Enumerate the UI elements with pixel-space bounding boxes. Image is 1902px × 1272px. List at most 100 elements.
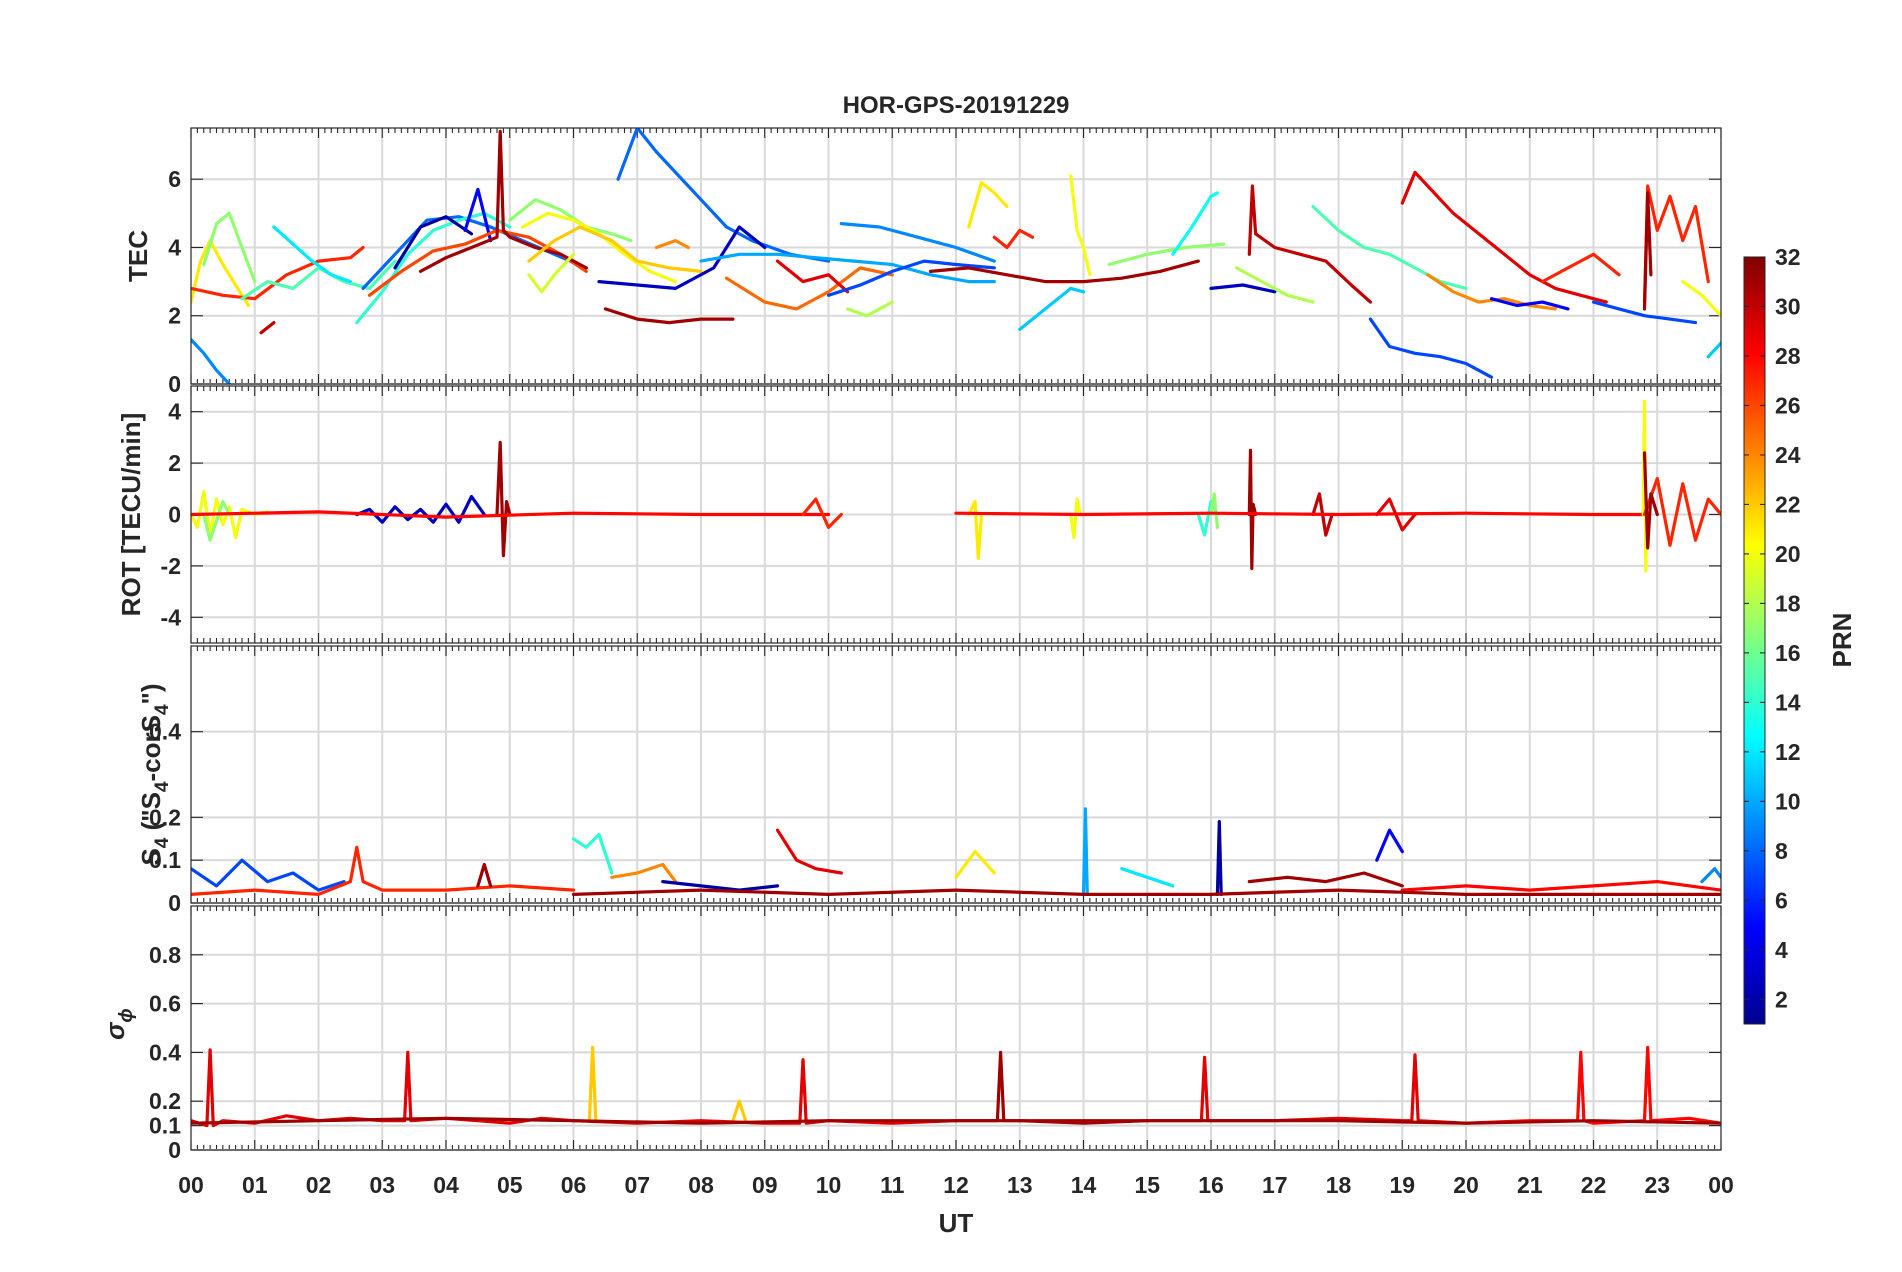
x-tick-label: 16: [1198, 1172, 1224, 1198]
y-tick-label: 4: [168, 234, 181, 260]
y-tick-label: 0.1: [149, 847, 181, 873]
series-line-prn-31: [495, 440, 512, 558]
series-line-prn-28: [1400, 879, 1721, 892]
x-tick-label: 05: [497, 1172, 523, 1198]
x-tick-label: 09: [752, 1172, 778, 1198]
y-axis-label: TEC: [123, 230, 153, 282]
x-tick-label: 22: [1581, 1172, 1607, 1198]
x-tick-label: 06: [561, 1172, 587, 1198]
series-line-prn-12: [272, 225, 352, 284]
x-tick-label: 08: [688, 1172, 714, 1198]
series-line-prn-3: [1209, 283, 1277, 294]
series-line-prn-27: [992, 228, 1035, 250]
x-tick-label: 19: [1389, 1172, 1415, 1198]
x-tick-label: 02: [306, 1172, 332, 1198]
series-line-prn-10: [699, 252, 996, 284]
x-tick-label: 12: [943, 1172, 969, 1198]
y-axis-label: ROT [TECU/min]: [116, 413, 146, 617]
x-tick-label: 03: [369, 1172, 395, 1198]
colorbar-tick-label: 16: [1775, 640, 1801, 666]
colorbar-tick-label: 8: [1775, 838, 1788, 864]
x-tick-label: 00: [178, 1172, 204, 1198]
series-line-prn-27: [1642, 476, 1721, 547]
y-tick-label: 4: [168, 399, 181, 425]
colorbar-ramp: [1743, 256, 1766, 1025]
y-axis-label: S4 ("S4-corS4"): [136, 683, 173, 865]
x-axis-label: UT: [939, 1208, 974, 1238]
colorbar-tick-label: 20: [1775, 541, 1801, 567]
series-line-prn-29: [1375, 497, 1417, 532]
y-tick-label: 0.6: [149, 991, 181, 1017]
series-line-prn-21: [967, 500, 984, 560]
y-tick-label: 0.2: [149, 804, 181, 830]
series-line-prn-7: [826, 259, 996, 297]
x-tick-label: 04: [433, 1172, 459, 1198]
series-line-prn-24: [1426, 273, 1557, 311]
series-line-prn-14: [571, 832, 614, 875]
series-line-prn-31: [1642, 191, 1653, 311]
x-tick-label: 18: [1326, 1172, 1352, 1198]
series-line-prn-29: [775, 259, 850, 294]
series-group: [191, 128, 1721, 384]
series-line-prn-27: [191, 245, 365, 301]
series-line-prn-27: [1540, 252, 1621, 284]
series-line-prn-8: [616, 128, 831, 263]
y-tick-label: 2: [168, 303, 181, 329]
series-line-prn-24: [654, 239, 690, 250]
y-axis-label-part: 4: [152, 837, 173, 848]
series-line-prn-5: [463, 187, 493, 243]
y-tick-label: 0: [168, 371, 181, 397]
series-line-prn-31: [191, 1116, 1721, 1125]
series-line-prn-2: [661, 879, 780, 892]
panel-3: 0 0.1 0.2 0.4S4 ("S4-corS4"): [136, 645, 1722, 916]
colorbar-tick-label: 24: [1775, 442, 1801, 468]
series-line-prn-22: [527, 225, 703, 273]
series-line-prn-20: [1069, 497, 1082, 540]
series-group: [191, 399, 1721, 573]
series-line-prn-27: [801, 497, 843, 530]
colorbar-tick-label: 14: [1775, 689, 1801, 715]
colorbar-tick-label: 6: [1775, 887, 1788, 913]
y-axis-label-part: -corS: [136, 715, 166, 781]
y-tick-label: 0.2: [149, 1088, 181, 1114]
colorbar-tick-label: 12: [1775, 739, 1801, 765]
series-line-prn-29: [1145, 1053, 1468, 1125]
colorbar-tick-label: 2: [1775, 986, 1788, 1012]
series-group: [191, 807, 1721, 897]
series-line-prn-28: [954, 511, 1647, 517]
x-tick-label: 11: [880, 1172, 905, 1198]
series-line-prn-11: [1018, 286, 1086, 331]
series-line-prn-7: [1591, 300, 1698, 325]
y-tick-label: 0.4: [149, 1039, 181, 1065]
series-line-prn-27: [191, 845, 576, 897]
series-line-prn-31: [418, 129, 588, 273]
y-tick-label: 0.8: [149, 942, 181, 968]
panel-2: -4 -2 0 2 4 ROT [TECU/min]: [116, 385, 1722, 644]
series-line-prn-17: [508, 198, 633, 243]
y-tick-label: -4: [161, 604, 182, 630]
chart-title: HOR-GPS-20191229: [843, 92, 1070, 119]
series-line-prn-31: [476, 862, 493, 888]
x-tick-label: 15: [1134, 1172, 1160, 1198]
series-line-prn-28: [191, 510, 831, 519]
series-line-prn-29: [775, 828, 843, 875]
x-tick-label: 01: [242, 1172, 268, 1198]
colorbar-tick-label: 10: [1775, 788, 1801, 814]
series-line-prn-5: [1489, 297, 1570, 311]
series-line-prn-17: [202, 211, 257, 284]
axes-frame: [190, 385, 1722, 644]
series-line-prn-31: [603, 307, 735, 325]
x-tick-label: 17: [1262, 1172, 1288, 1198]
y-axis-label-part: ϕ: [116, 1008, 137, 1022]
y-tick-label: 0: [168, 890, 181, 916]
y-tick-label: 0: [168, 1137, 181, 1163]
y-tick-label: 0.4: [149, 719, 181, 745]
y-axis-label-part: 4: [152, 704, 173, 715]
y-axis-label-part: "): [136, 683, 166, 704]
axes-frame: [190, 645, 1722, 904]
series-line-prn-22: [587, 1045, 598, 1123]
series-line-prn-22: [731, 1099, 748, 1123]
series-line-prn-20: [1681, 280, 1721, 318]
